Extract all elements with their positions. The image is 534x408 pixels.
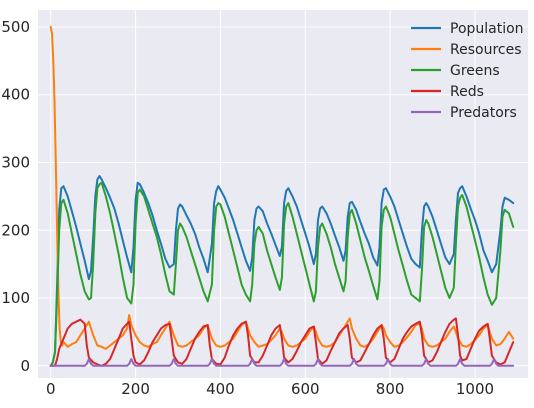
y-tick-label: 400: [1, 86, 30, 104]
y-axis: 0 100 200 300 400 500: [1, 18, 30, 375]
legend-label-predators: Predators: [450, 105, 517, 121]
x-axis: 0 200 400 600 800 1000: [46, 380, 494, 398]
x-tick-label: 200: [121, 380, 150, 398]
series-line-resources: [49, 25, 515, 350]
y-tick-label: 300: [1, 153, 30, 171]
x-tick-label: 1000: [456, 380, 494, 398]
y-tick-label: 0: [20, 357, 30, 375]
y-tick-label: 100: [1, 289, 30, 307]
y-tick-label: 200: [1, 221, 30, 239]
series-layer: [49, 25, 515, 367]
x-tick-label: 600: [291, 380, 320, 398]
series-line-reds: [49, 317, 515, 367]
legend-label-population: Population: [450, 21, 524, 37]
series-line-population: [49, 175, 515, 367]
x-tick-label: 800: [376, 380, 405, 398]
legend-label-reds: Reds: [450, 84, 484, 100]
y-tick-label: 500: [1, 18, 30, 36]
x-tick-label: 0: [46, 380, 56, 398]
legend-label-resources: Resources: [450, 42, 522, 58]
series-line-greens: [49, 181, 515, 367]
plot-area: [38, 10, 528, 378]
series-line-predators: [49, 358, 515, 367]
legend-label-greens: Greens: [450, 63, 500, 79]
legend: Population Resources Greens Reds Predators: [411, 21, 524, 121]
x-tick-label: 400: [206, 380, 235, 398]
